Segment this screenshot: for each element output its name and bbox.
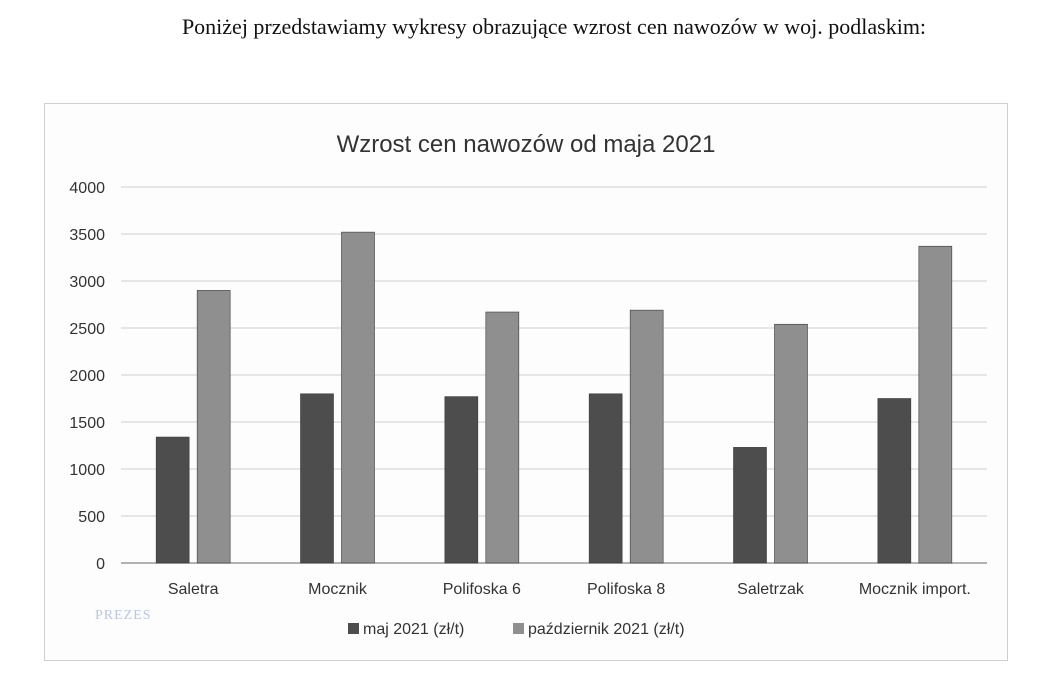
y-tick-label: 3000 <box>69 274 105 291</box>
y-tick-label: 1000 <box>69 462 105 479</box>
grid-lines <box>121 186 987 564</box>
x-tick-label: Mocznik <box>308 581 368 598</box>
y-tick-label: 1500 <box>69 415 105 432</box>
bar-pazdziernik <box>485 311 520 564</box>
bar-pazdziernik <box>196 290 231 564</box>
x-tick-label: Mocznik import. <box>859 581 971 598</box>
x-tick-label: Polifoska 6 <box>443 581 521 598</box>
legend-swatch <box>513 623 524 634</box>
chart-title: Wzrost cen nawozów od maja 2021 <box>337 131 716 158</box>
y-tick-label: 3500 <box>69 227 105 244</box>
bar-pazdziernik <box>341 231 375 564</box>
bar-chart: Wzrost cen nawozów od maja 2021 0 500 1000… <box>69 131 987 638</box>
bar-pazdziernik <box>629 309 664 564</box>
bar-maj <box>877 398 912 564</box>
bar-pazdziernik <box>918 245 953 564</box>
y-tick-label: 2500 <box>69 321 105 338</box>
legend: maj 2021 (zł/t) październik 2021 (zł/t) <box>348 621 685 638</box>
legend-label: maj 2021 (zł/t) <box>363 621 464 638</box>
y-tick-label: 500 <box>78 509 105 526</box>
intro-text: Poniżej przedstawiamy wykresy obrazujące… <box>181 14 927 39</box>
bar-maj <box>444 396 479 564</box>
y-axis-ticks: 0 500 1000 1500 2000 2500 3000 3500 4000 <box>69 180 105 573</box>
y-tick-label: 2000 <box>69 368 105 385</box>
bar-maj <box>733 447 767 564</box>
x-tick-label: Saletra <box>168 581 219 598</box>
chart-frame: Wzrost cen nawozów od maja 2021 0 500 1000… <box>44 103 1008 661</box>
bars <box>155 231 953 564</box>
y-tick-label: 4000 <box>69 180 105 197</box>
bar-maj <box>155 436 190 564</box>
x-tick-label: Polifoska 8 <box>587 581 665 598</box>
bar-maj <box>300 393 334 564</box>
legend-label: październik 2021 (zł/t) <box>528 621 685 638</box>
x-axis-ticks: Saletra Mocznik Polifoska 6 Polifoska 8 Sale… <box>168 581 971 598</box>
legend-swatch <box>348 623 359 634</box>
y-tick-label: 0 <box>96 556 105 573</box>
bar-maj <box>588 393 623 564</box>
stamp-text: PREZES <box>95 608 152 623</box>
bar-pazdziernik <box>774 323 808 564</box>
x-tick-label: Saletrzak <box>737 581 805 598</box>
